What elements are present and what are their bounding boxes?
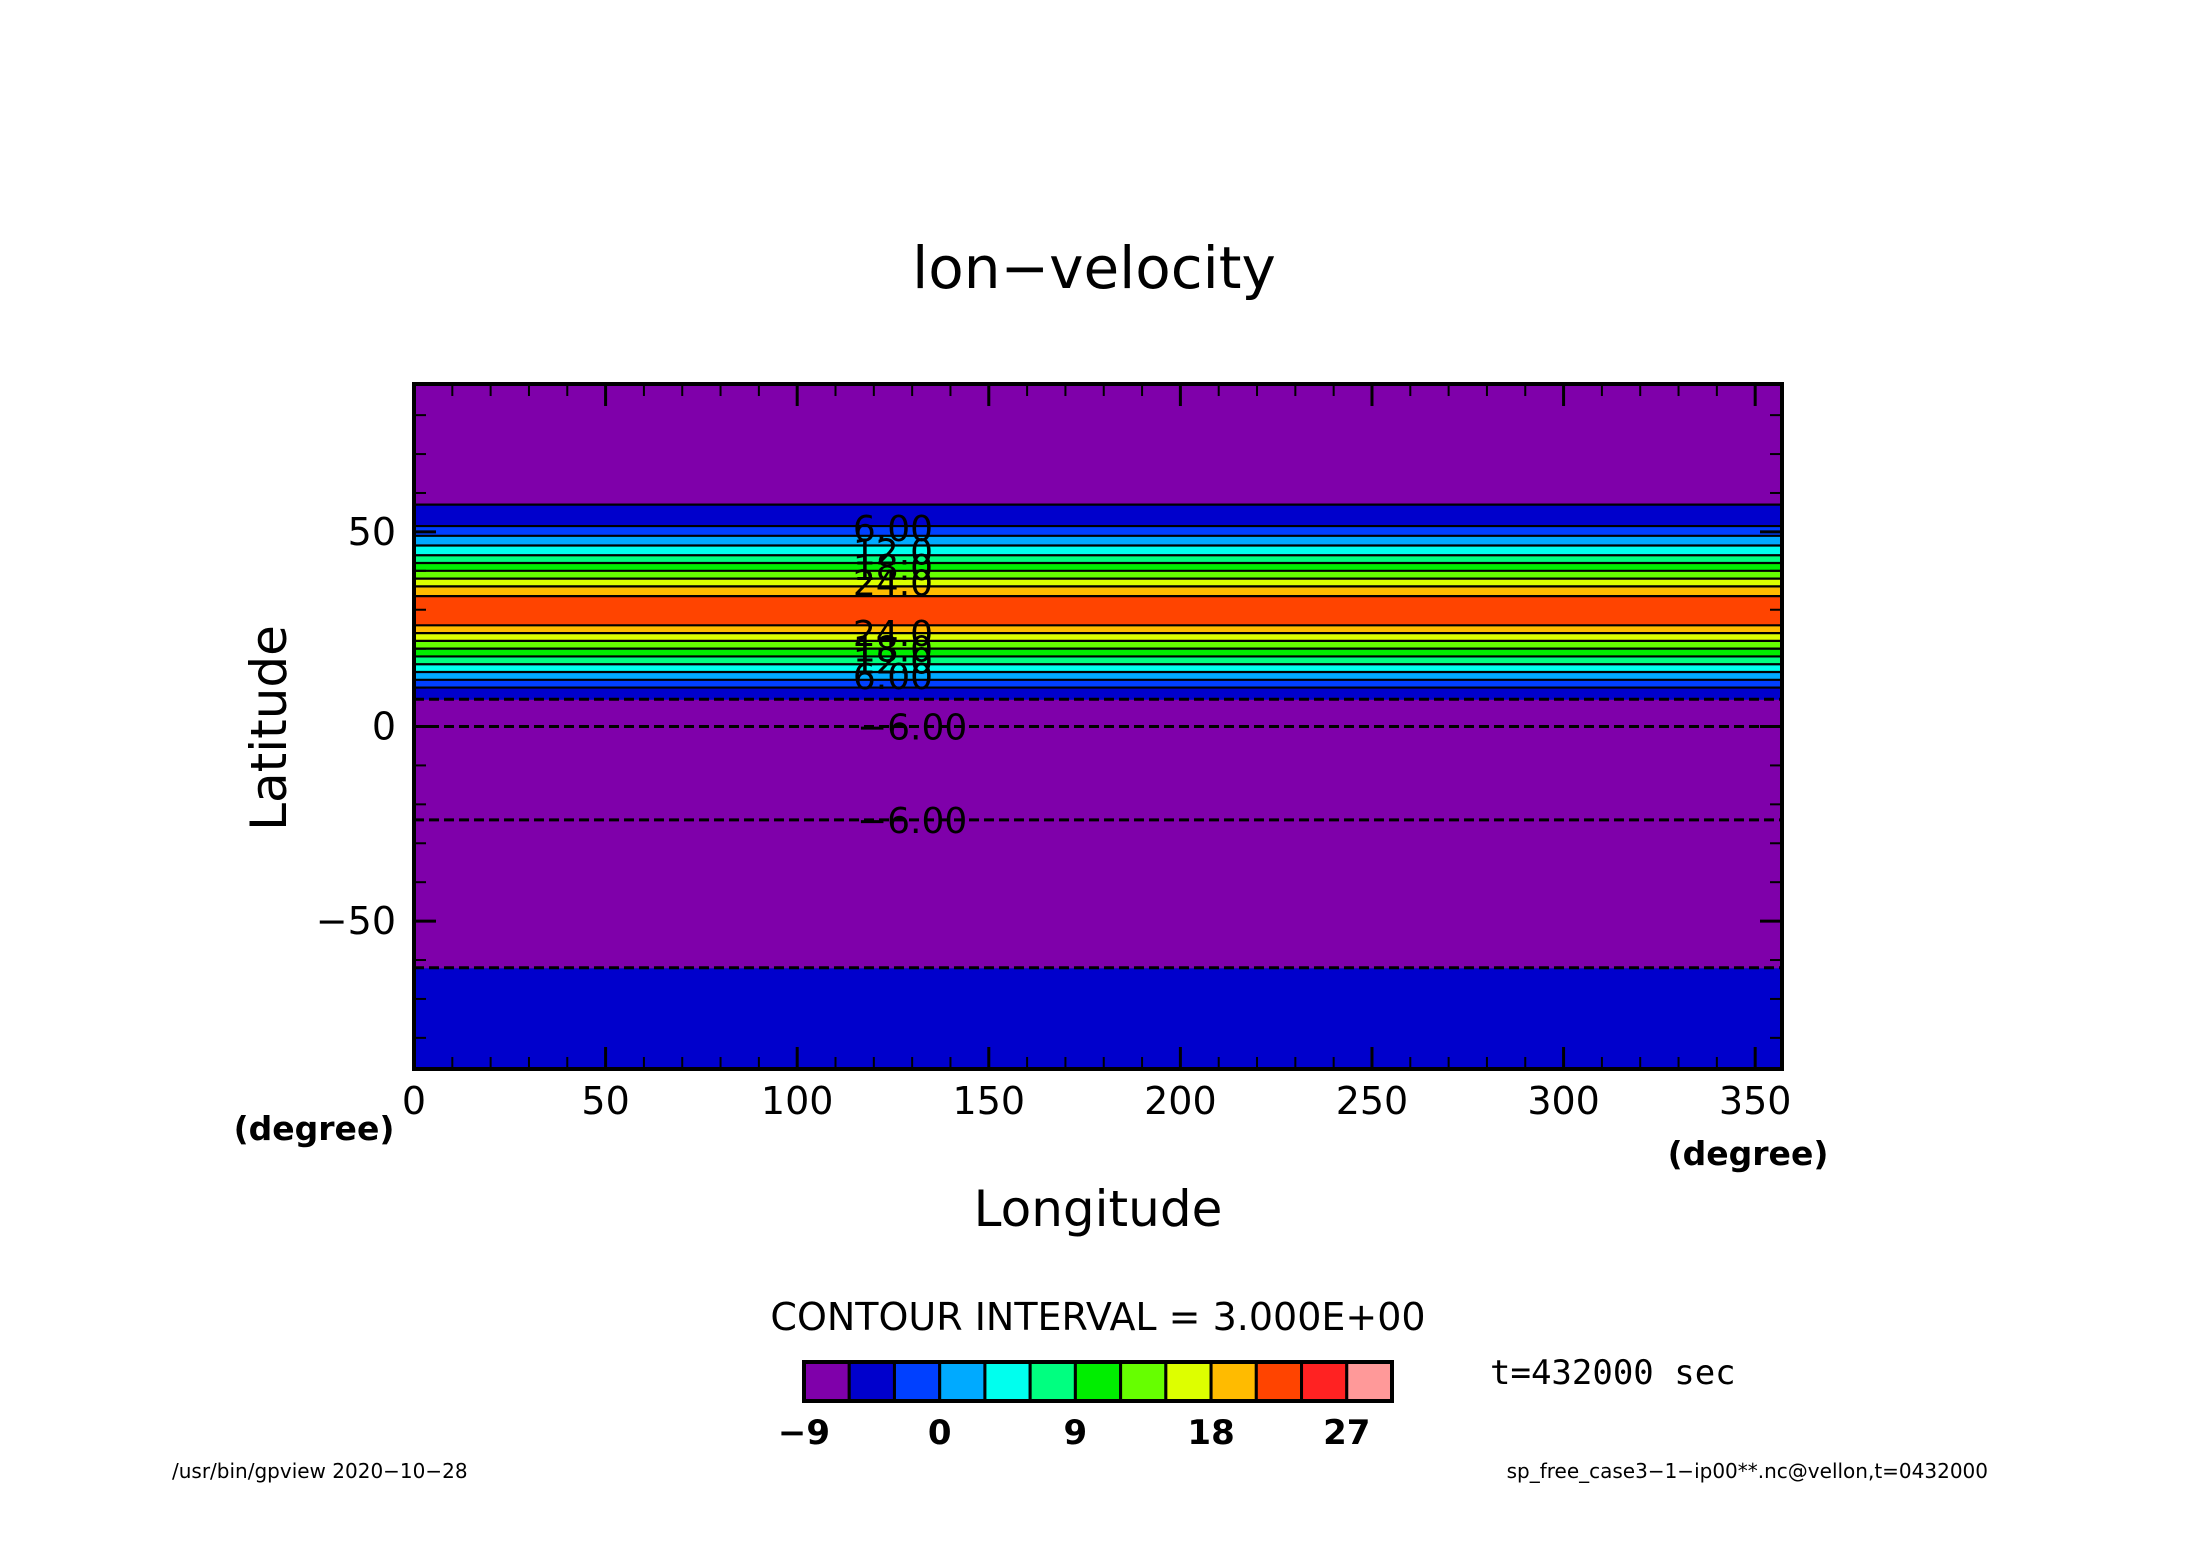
contour-label-0: 6.00 — [853, 509, 933, 550]
x-axis-label: Longitude — [974, 1180, 1223, 1238]
contour-labels: 6.0012.018.024.024.018.012.06.00−6.00−6.… — [853, 509, 967, 842]
y-tick-label-2: 50 — [348, 510, 396, 554]
band-17 — [414, 563, 1782, 572]
y-tick-label-0: −50 — [316, 899, 396, 943]
band-12 — [414, 625, 1782, 634]
band-15 — [414, 578, 1782, 587]
band-21 — [414, 526, 1782, 537]
band-2 — [414, 726, 1782, 821]
colorbar-cell-1 — [847, 1360, 896, 1403]
band-13 — [414, 596, 1782, 626]
contour-label-2: 18.0 — [853, 548, 933, 589]
colorbar-cell-11 — [1300, 1360, 1349, 1403]
band-3 — [414, 699, 1782, 727]
band-20 — [414, 535, 1782, 547]
band-19 — [414, 545, 1782, 556]
time-label: t=432000 sec — [1490, 1353, 1736, 1393]
band-22 — [414, 504, 1782, 527]
colorbar-cell-4 — [983, 1360, 1032, 1403]
band-18 — [414, 555, 1782, 564]
x-tick-label-5: 250 — [1336, 1079, 1409, 1123]
colorbar-label-1: 0 — [928, 1413, 952, 1453]
colorbar-label-3: 18 — [1187, 1413, 1234, 1453]
band-23 — [414, 384, 1782, 506]
band-16 — [414, 570, 1782, 580]
contour-label-3: 24.0 — [853, 563, 933, 604]
contour-label-8: −6.00 — [857, 708, 967, 749]
colorbar-cell-9 — [1209, 1360, 1258, 1403]
band-8 — [414, 656, 1782, 665]
contour-label-4: 24.0 — [853, 614, 933, 655]
x-tick-label-2: 100 — [761, 1079, 834, 1123]
band-4 — [414, 687, 1782, 700]
y-tick-label-1: 0 — [372, 705, 396, 749]
band-11 — [414, 633, 1782, 642]
colorbar-cell-7 — [1119, 1360, 1168, 1403]
colorbar-cell-10 — [1254, 1360, 1304, 1403]
band-5 — [414, 679, 1782, 689]
band-6 — [414, 672, 1782, 681]
color-bands — [414, 384, 1782, 1070]
colorbar-cell-2 — [892, 1360, 942, 1403]
colorbar: −9 0 9 18 27 — [778, 1360, 1394, 1453]
x-tick-label-1: 50 — [581, 1079, 629, 1123]
contour-lines — [414, 503, 1782, 970]
band-0 — [414, 967, 1782, 1070]
chart-title: lon−velocity — [912, 234, 1276, 302]
colorbar-cell-8 — [1164, 1360, 1213, 1403]
tick-labels: 0 50 100 150 200 250 300 350 −50 0 50 — [316, 510, 1792, 1123]
footer-left: /usr/bin/gpview 2020−10−28 — [172, 1459, 468, 1483]
contour-label-5: 18.0 — [853, 630, 933, 671]
contour-label-1: 12.0 — [853, 532, 933, 573]
band-14 — [414, 586, 1782, 597]
contour-label-6: 12.0 — [853, 641, 933, 682]
x-tick-label-4: 200 — [1144, 1079, 1217, 1123]
colorbar-label-2: 9 — [1064, 1413, 1088, 1453]
colorbar-cell-12 — [1345, 1360, 1394, 1403]
x-tick-label-6: 300 — [1527, 1079, 1600, 1123]
colorbar-cell-3 — [938, 1360, 987, 1403]
x-tick-label-3: 150 — [953, 1079, 1026, 1123]
footer-right: sp_free_case3−1−ip00**.nc@vellon,t=04320… — [1507, 1459, 1988, 1483]
colorbar-label-0: −9 — [778, 1413, 830, 1453]
colorbar-frame — [802, 1360, 1394, 1403]
colorbar-cell-6 — [1073, 1360, 1123, 1403]
band-9 — [414, 648, 1782, 657]
band-1 — [414, 819, 1782, 969]
contour-label-9: −6.00 — [857, 801, 967, 842]
x-tick-label-7: 350 — [1719, 1079, 1792, 1123]
colorbar-cell-0 — [802, 1360, 851, 1403]
colorbar-label-4: 27 — [1323, 1413, 1370, 1453]
band-10 — [414, 640, 1782, 650]
x-tick-label-0: 0 — [402, 1079, 426, 1123]
x-unit-left: (degree) — [234, 1109, 395, 1148]
contour-interval: CONTOUR INTERVAL = 3.000E+00 — [770, 1295, 1425, 1339]
contour-label-7: 6.00 — [853, 657, 933, 698]
y-axis-label: Latitude — [240, 625, 298, 831]
plot-frame — [412, 382, 1784, 1071]
band-7 — [414, 664, 1782, 673]
x-unit-right: (degree) — [1668, 1134, 1829, 1173]
colorbar-cell-5 — [1028, 1360, 1077, 1403]
